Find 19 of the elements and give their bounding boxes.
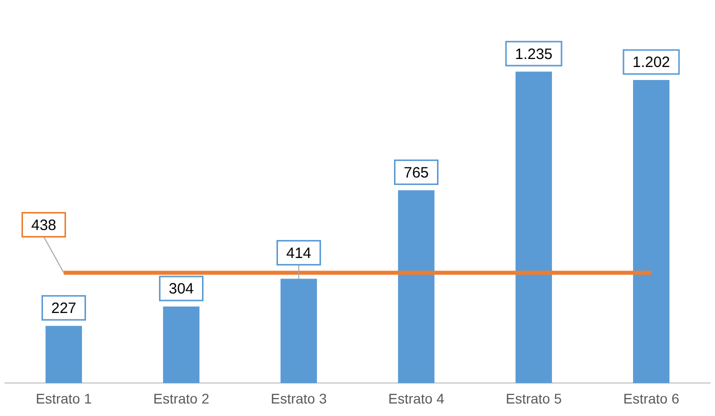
data-label: 227	[51, 300, 76, 318]
x-tick-label: Estrato 6	[623, 390, 680, 406]
x-tick-label: Estrato 5	[506, 390, 562, 406]
bar	[633, 80, 670, 384]
data-label: 304	[168, 280, 194, 298]
x-tick-label: Estrato 2	[153, 390, 210, 406]
bar	[398, 190, 434, 384]
bar	[163, 306, 200, 384]
x-tick-label: Estrato 4	[388, 390, 444, 406]
bar	[280, 278, 317, 384]
x-tick-label: Estrato 3	[270, 390, 327, 406]
data-label: 1.202	[632, 54, 670, 72]
bar	[46, 326, 82, 384]
bar	[516, 72, 552, 384]
x-tick-label: Estrato 1	[36, 390, 92, 406]
data-label: 438	[31, 216, 56, 234]
data-label: 414	[286, 244, 312, 262]
data-label: 1.235	[514, 46, 553, 63]
data-label: 765	[404, 164, 429, 182]
